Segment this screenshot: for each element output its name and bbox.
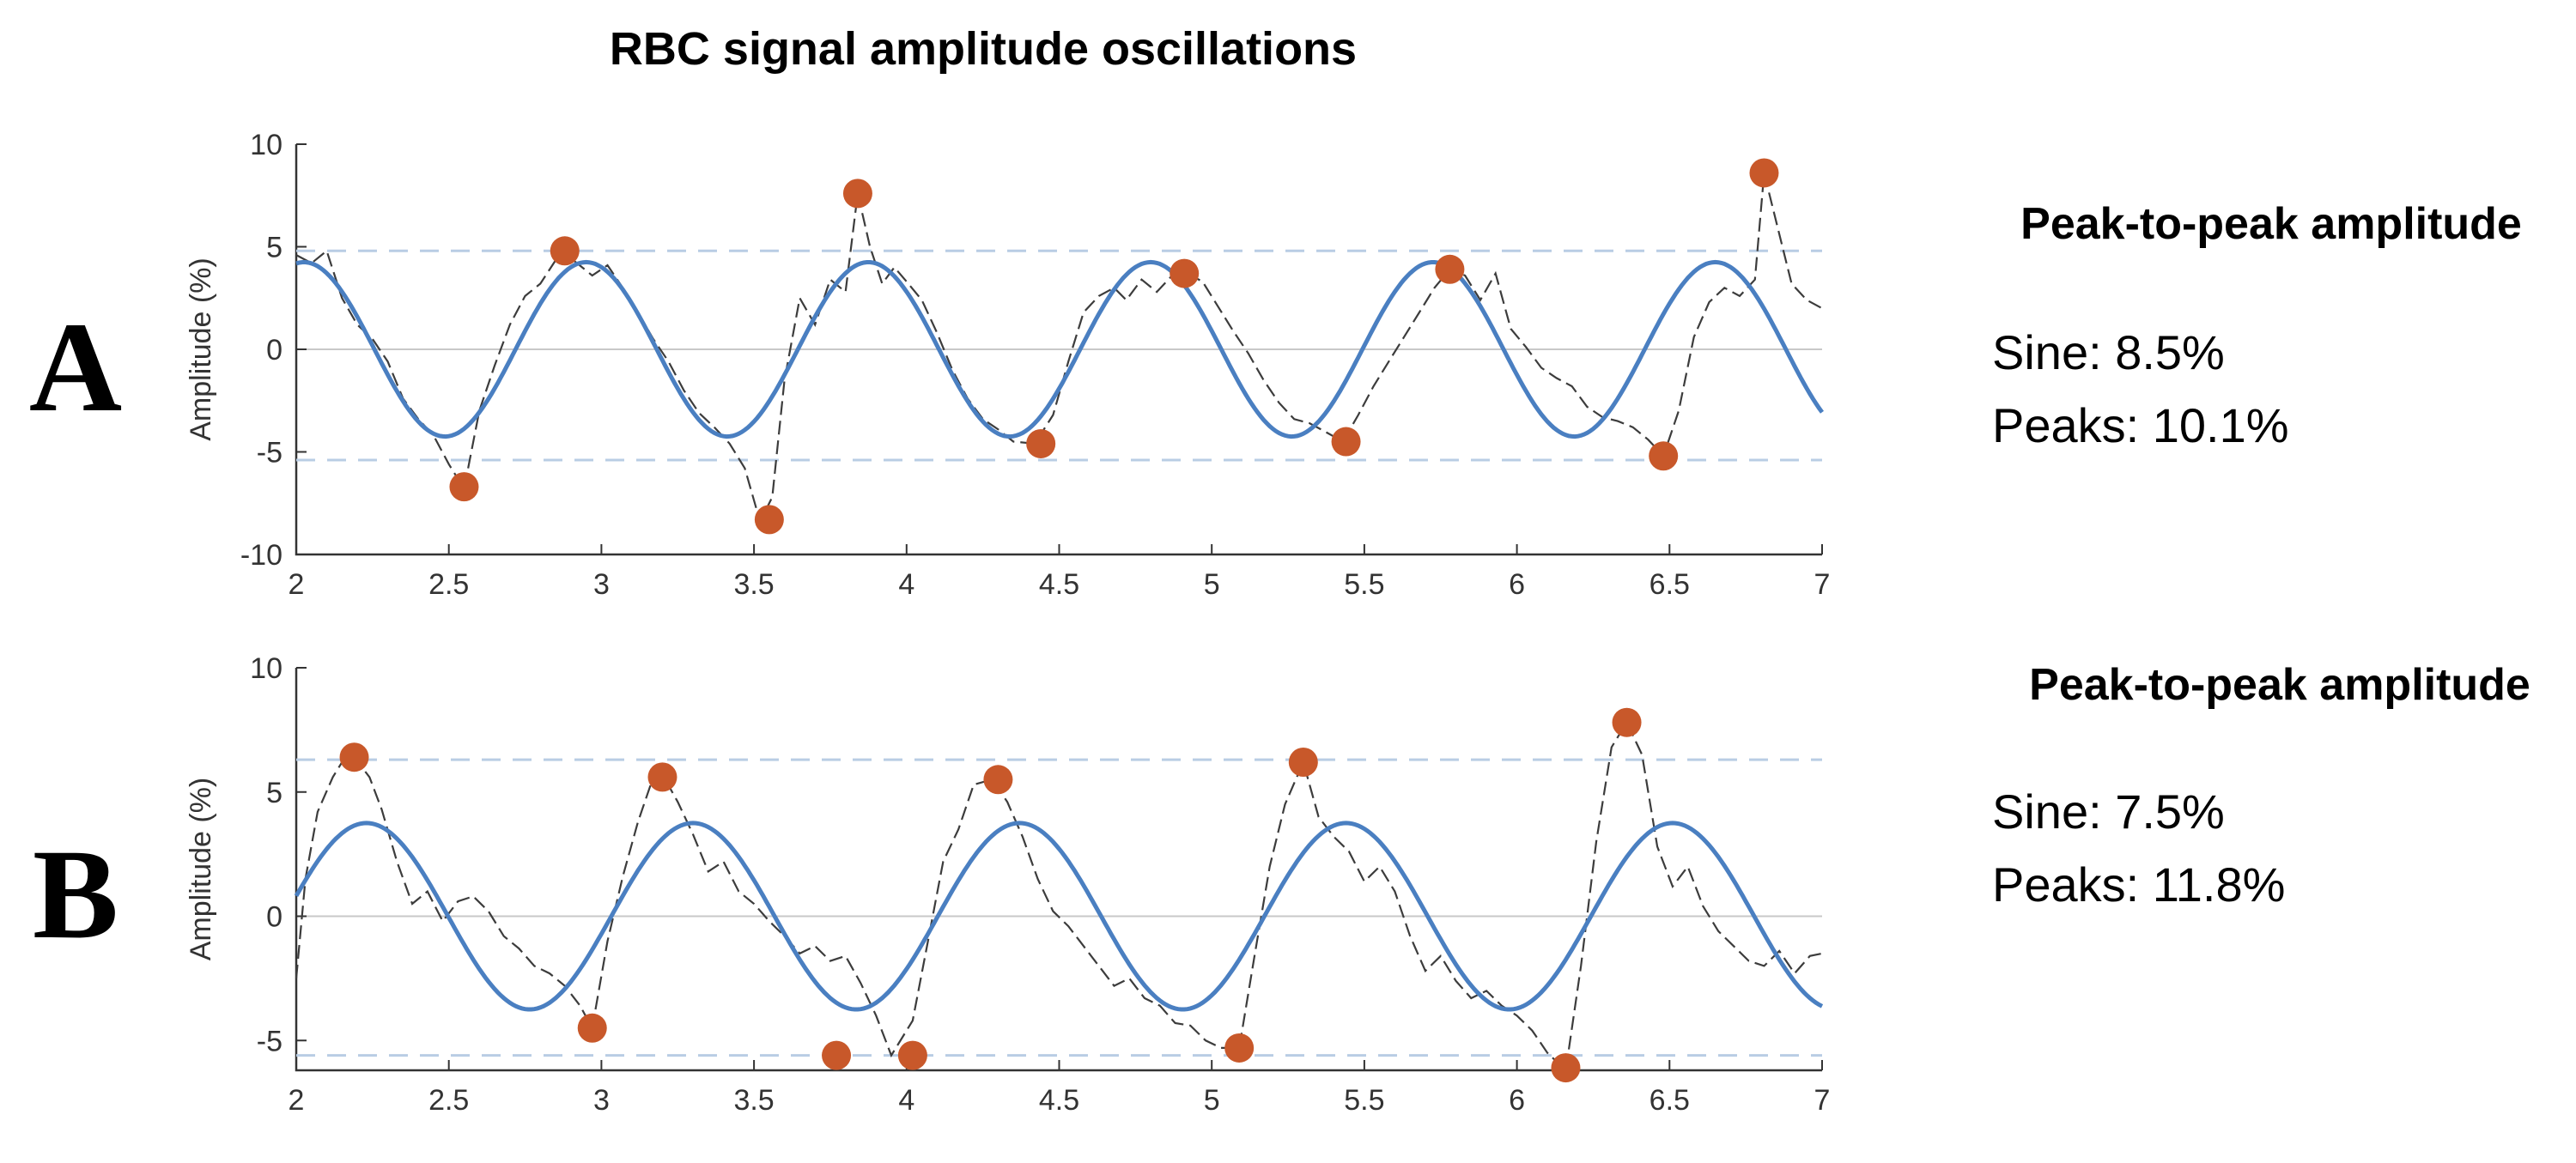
panel-a-sine-fit-line — [295, 259, 1825, 439]
panel-b-peak-marker — [647, 762, 677, 792]
panel-a-x-tick-label: 7 — [1814, 568, 1831, 601]
panel-a-stats-title: Peak-to-peak amplitude — [2020, 199, 2522, 249]
panel-a-y-tick-label: -5 — [257, 437, 283, 469]
panel-b-x-tick-label: 3 — [593, 1084, 610, 1117]
panel-a-letter: A — [29, 296, 122, 439]
panel-b-plot: 2 2.5 3 3.5 4 4.5 5 5.5 6 6.5 7 -5 0 5 10 Amplitude (%) — [185, 652, 1830, 1117]
panel-a-peaks-amplitude: Peaks: 10.1% — [1992, 398, 2289, 452]
panel-b-sine-fit-line — [294, 821, 1824, 1012]
panel-b-peak-marker — [1288, 748, 1318, 778]
panel-a-x-tick-label: 4 — [898, 568, 914, 601]
panel-b-x-tick-label: 3.5 — [733, 1084, 774, 1117]
panel-a-x-tick-label: 3 — [593, 568, 610, 601]
panel-b-y-tick-label: -5 — [257, 1025, 283, 1057]
panel-b-y-tick-label: 5 — [266, 777, 283, 809]
panel-b-stats-title: Peak-to-peak amplitude — [2029, 660, 2530, 710]
panel-b-peak-marker — [577, 1013, 607, 1043]
panel-b-peak-marker — [983, 765, 1013, 795]
panel-b-letter: B — [33, 823, 118, 966]
panel-a-y-tick-label: 5 — [266, 232, 283, 264]
panel-a-peak-marker — [1749, 158, 1779, 188]
panel-b-peak-marker — [339, 742, 369, 772]
figure-title: RBC signal amplitude oscillations — [610, 23, 1357, 75]
panel-a-plot: 2 2.5 3 3.5 4 4.5 5 5.5 6 6.5 7 -10 -5 0 5 10 Amplitude … — [185, 129, 1830, 601]
panel-a-x-tick-label: 5.5 — [1344, 568, 1384, 601]
panel-b-x-tick-label: 6 — [1509, 1084, 1525, 1117]
panel-b-peak-marker — [1551, 1053, 1581, 1083]
panel-b-y-tick-label: 0 — [266, 901, 283, 934]
panel-a-x-tick-label: 3.5 — [733, 568, 774, 601]
panel-a-peak-marker — [1331, 427, 1361, 457]
panel-b-x-tick-label: 2 — [289, 1084, 305, 1117]
panel-b-x-tick-label: 4.5 — [1039, 1084, 1079, 1117]
panel-a-signal-line — [295, 173, 1823, 524]
panel-a-peak-marker — [1170, 258, 1200, 288]
panel-a-sine-amplitude: Sine: 8.5% — [1992, 325, 2225, 379]
panel-a-x-tick-label: 6.5 — [1649, 568, 1690, 601]
panel-a-peak-marker — [842, 179, 872, 209]
panel-a-peak-marker — [449, 472, 479, 502]
panel-b-x-tick-label: 7 — [1814, 1084, 1831, 1117]
panel-a-x-tick-label: 2.5 — [428, 568, 469, 601]
panel-a-y-tick-label: -10 — [240, 539, 283, 572]
panel-b-x-tick-label: 5 — [1204, 1084, 1220, 1117]
panel-a-peak-marker — [550, 236, 580, 266]
panel-b-peak-marker — [897, 1040, 927, 1070]
panel-b-peak-marker — [822, 1040, 852, 1070]
panel-b-x-tick-label: 2.5 — [428, 1084, 469, 1117]
panel-a-peak-marker — [1435, 254, 1465, 284]
panel-b-peak-marker — [1224, 1033, 1255, 1063]
panel-b-sine-amplitude: Sine: 7.5% — [1992, 784, 2225, 839]
panel-b-x-tick-label: 5.5 — [1344, 1084, 1384, 1117]
panel-b-y-axis-label: Amplitude (%) — [185, 778, 217, 961]
panel-b-signal-line — [295, 720, 1823, 1073]
panel-a-peak-marker — [1026, 428, 1056, 458]
panel-a-peak-marker — [1649, 441, 1679, 471]
panel-a-x-tick-label: 5 — [1204, 568, 1220, 601]
panel-a-y-tick-label: 0 — [266, 334, 283, 366]
panel-b-peak-marker — [1612, 707, 1642, 737]
panel-b-peaks-amplitude: Peaks: 11.8% — [1992, 857, 2285, 912]
panel-a-x-tick-label: 2 — [289, 568, 305, 601]
panel-a-y-tick-label: 10 — [250, 129, 283, 161]
panel-a-x-tick-label: 4.5 — [1039, 568, 1079, 601]
panel-b-y-tick-label: 10 — [250, 652, 283, 685]
panel-b-x-tick-label: 4 — [898, 1084, 914, 1117]
panel-b-x-tick-label: 6.5 — [1649, 1084, 1690, 1117]
panel-a-x-tick-label: 6 — [1509, 568, 1525, 601]
panel-a-y-axis-label: Amplitude (%) — [185, 257, 217, 441]
panel-a-peak-marker — [754, 505, 784, 535]
